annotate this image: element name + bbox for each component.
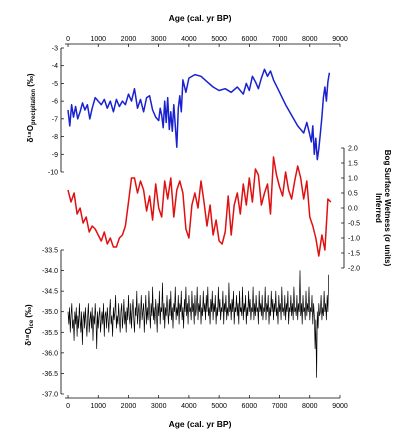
ice-y-axis-title: δ¹⁸Oice (‰) — [24, 304, 35, 346]
bottom-x-axis-title: Age (cal. yr BP) — [169, 419, 232, 429]
precip-ylabel-main: δ¹⁸O — [26, 125, 35, 143]
precip-y-tick-label: -5 — [52, 81, 58, 88]
bog-y-tick-label: 1.0 — [348, 176, 358, 183]
precip-y-axis-title: δ¹⁸Oprecipitation (‰) — [26, 73, 37, 142]
bottom-x-tick-label: 6000 — [242, 403, 258, 410]
bog-series-line — [67, 156, 332, 257]
precip-ylabel-unit: (‰) — [26, 73, 35, 89]
ice-ylabel-unit: (‰) — [24, 304, 33, 320]
bottom-x-tick-label: 4000 — [181, 403, 197, 410]
precip-y-tick-label: -10 — [48, 170, 58, 177]
panel-ice: δ¹⁸Oice (‰) -37.0 -36.5 -36.0 -35.5 -35.0 -34… — [24, 248, 330, 399]
bog-y-tick-label: 0.0 — [348, 206, 358, 213]
bottom-x-tick-label: 3000 — [151, 403, 167, 410]
bottom-x-tick-label: 0 — [66, 403, 70, 410]
ice-ylabel-sub: ice — [29, 319, 35, 328]
precip-y-tick-label: -6 — [52, 99, 58, 106]
bottom-x-tick-label: 5000 — [211, 403, 227, 410]
top-x-tick-label: 8000 — [302, 36, 318, 43]
bog-y-tick-label: 2.0 — [348, 146, 358, 153]
bog-y-tick-label: -1.5 — [348, 251, 360, 258]
ice-y-tick-label: -34.5 — [42, 289, 58, 296]
bottom-x-tick-label: 9000 — [332, 403, 348, 410]
ice-y-tick-label: -37.0 — [42, 392, 58, 399]
precip-y-tick-label: -3 — [52, 46, 58, 53]
top-x-axis-title: Age (cal. yr BP) — [169, 13, 232, 23]
ice-ylabel-main: δ¹⁸O — [24, 328, 33, 346]
top-x-tick-label: 0 — [66, 36, 70, 43]
top-x-tick-label: 9000 — [332, 36, 348, 43]
ice-y-tick-label: -36.0 — [42, 350, 58, 357]
bog-y-axis-title-line2: Bog Surface Wetness (σ units) — [383, 150, 392, 267]
top-x-tick-label: 6000 — [242, 36, 258, 43]
bottom-x-tick-label: 7000 — [272, 403, 288, 410]
bog-y-tick-label: 0.5 — [348, 191, 358, 198]
bog-y-tick-label: 1.5 — [348, 161, 358, 168]
bog-y-tick-label: -2.0 — [348, 266, 360, 273]
precip-y-tick-label: -4 — [52, 63, 58, 70]
precip-y-tick-label: -8 — [52, 134, 58, 141]
bog-y-axis-title-line1: Inferred — [374, 193, 383, 223]
bottom-x-tick-label: 8000 — [302, 403, 318, 410]
top-x-tick-label: 5000 — [211, 36, 227, 43]
ice-y-tick-label: -33.5 — [42, 248, 58, 255]
bog-y-tick-label: -1.0 — [348, 236, 360, 243]
ice-y-tick-label: -34.0 — [42, 268, 58, 275]
top-x-tick-label: 3000 — [151, 36, 167, 43]
precip-series-line — [67, 68, 331, 161]
ice-series-line — [67, 270, 330, 378]
bottom-x-tick-label: 1000 — [90, 403, 106, 410]
bottom-x-tick-label: 2000 — [121, 403, 137, 410]
top-x-tick-label: 7000 — [272, 36, 288, 43]
panel-precipitation: δ¹⁸Oprecipitation (‰) -10 -9 -8 -7 -6 -5 -4 -3 — [26, 46, 331, 177]
top-x-tick-label: 2000 — [121, 36, 137, 43]
ice-y-tick-label: -36.5 — [42, 371, 58, 378]
top-x-tick-label: 1000 — [90, 36, 106, 43]
top-x-axis: 0 1000 2000 3000 4000 5000 6000 7000 8000 9000 — [65, 36, 348, 47]
precip-y-tick-label: -7 — [52, 116, 58, 123]
panel-bog-wetness: Inferred Bog Surface Wetness (σ units) -… — [67, 146, 392, 273]
precip-ylabel-sub: precipitation — [31, 89, 37, 125]
ice-y-tick-label: -35.5 — [42, 330, 58, 337]
precip-y-tick-label: -9 — [52, 152, 58, 159]
bottom-x-axis: 0 1000 2000 3000 4000 5000 6000 7000 8000 9000 — [65, 395, 348, 410]
ice-y-tick-label: -35.0 — [42, 309, 58, 316]
bog-y-tick-label: -0.5 — [348, 221, 360, 228]
top-x-tick-label: 4000 — [181, 36, 197, 43]
